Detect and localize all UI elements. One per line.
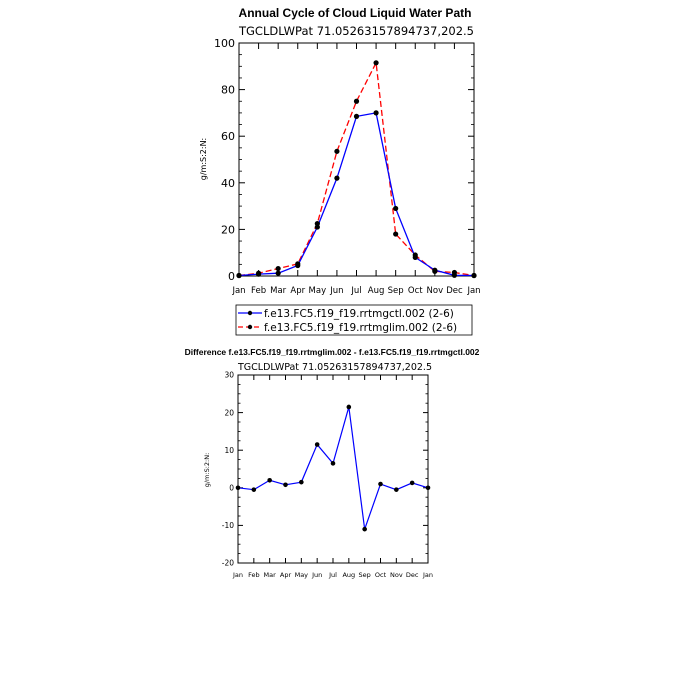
c2-series-0-point [235,485,241,491]
c2-xtick-label: Jun [311,571,322,579]
c1-series-0-point [295,262,301,269]
c1-series-0-point [353,113,360,119]
c2-xtick-label: Feb [248,571,260,579]
chart1-ylabel: g/m:S:2:N: [199,138,208,181]
c2-series-0-point [267,477,272,483]
c2-ytick-label: -20 [222,559,234,568]
c1-xtick-label: Jun [329,286,343,296]
c2-xtick-label: Aug [342,571,355,579]
c2-series-0-point [330,461,336,466]
c1-xtick-label: Jul [350,286,361,296]
c1-xtick-label: Nov [427,286,444,296]
c1-series-1-point [373,60,379,66]
c2-series-0-point [283,482,288,488]
c2-ytick-label: 20 [224,408,234,417]
c1-ytick-label: 0 [228,270,235,283]
c1-series-0-point [314,224,320,230]
c1-xtick-label: Jan [231,286,245,296]
chart2-ylabel: g/m:S:2:N: [203,453,211,488]
c2-series-0-point [299,479,304,485]
c2-series-0-point [346,404,352,410]
c1-series-1-point [334,148,340,154]
chart2-subtitle-left: TGCLDLWP [237,362,290,373]
c1-series-line-0 [238,112,475,277]
chart2-subtitle-right: at 71.05263157894737,202.5 [289,362,432,373]
c1-xtick-label: Feb [251,286,266,296]
c1-series-0-point [393,205,399,212]
c1-series-0-point [373,110,379,116]
c1-xtick-label: May [309,286,327,296]
legend-label-ctl: f.e13.FC5.f19_f19.rrtmgctl.002 (2-6) [264,308,454,320]
c1-xtick-label: Sep [388,286,404,296]
c1-series-0-point [236,272,242,279]
c1-series-0-point [471,272,477,279]
legend-label-lim: f.e13.FC5.f19_f19.rrtmglim.002 (2-6) [264,322,457,334]
c1-series-0-point [432,267,438,273]
c1-series-0-point [275,270,281,276]
chart2-frame [237,374,429,564]
c2-series-0-point [425,485,431,491]
c2-series-0-point [378,481,383,487]
c1-xtick-label: Mar [270,286,287,296]
chart1-legend: f.e13.FC5.f19_f19.rrtmgctl.002 (2-6) f.e… [235,304,473,336]
c2-xtick-label: Mar [264,571,277,579]
c2-ytick-label: -10 [222,521,234,530]
c1-xtick-label: Oct [408,286,423,296]
c1-series-1-point [353,98,360,104]
c1-series-1-point [275,265,281,272]
c1-ytick-label: 80 [221,84,235,97]
chart2-title: Difference f.e13.FC5.f19_f19.rrtmglim.00… [185,347,480,357]
c1-ytick-label: 100 [214,37,235,50]
c2-xtick-label: Sep [359,571,371,579]
c2-ytick-label: 0 [229,484,234,493]
c2-xtick-label: Oct [375,571,387,579]
c1-xtick-label: Apr [290,286,305,296]
c1-xtick-label: Dec [446,286,463,296]
c1-series-0-point [451,272,458,278]
chart-difference: Difference f.e13.FC5.f19_f19.rrtmglim.00… [185,347,480,579]
chart1-subtitle-left: TGCLDLWP [238,24,302,38]
c2-xtick-label: Nov [390,571,403,579]
c2-xtick-label: Jan [232,571,243,579]
chart-annual-cycle: Annual Cycle of Cloud Liquid Water Path … [199,6,481,336]
chart1-title: Annual Cycle of Cloud Liquid Water Path [239,6,472,20]
c1-series-1-point [393,231,399,237]
c2-xtick-label: Apr [280,571,292,579]
c2-series-0-point [251,487,257,492]
legend-marker-ctl [247,310,253,316]
c1-ytick-label: 40 [221,177,235,190]
c1-series-0-point [255,271,262,277]
c1-xtick-label: Jan [466,286,480,296]
c2-ytick-label: 10 [224,446,234,455]
c2-series-0-point [314,442,320,447]
legend-marker-lim [247,324,253,330]
c1-series-0-point [334,175,340,181]
c1-ytick-label: 20 [221,223,235,236]
c2-series-line-0 [237,406,429,530]
c2-series-0-point [362,526,367,532]
c2-ytick-label: 30 [224,371,234,380]
c1-xtick-label: Aug [368,286,385,296]
c2-xtick-label: Dec [406,571,419,579]
c1-series-line-1 [238,60,475,277]
chart1-subtitle-right: at 71.05263157894737,202.5 [301,24,474,38]
c2-series-0-point [394,487,399,492]
c2-series-0-point [409,480,415,486]
c1-series-0-point [412,254,418,260]
c2-xtick-label: Jul [328,571,337,579]
c2-xtick-label: May [295,571,309,579]
c1-ytick-label: 60 [221,130,235,143]
legend-box [235,304,473,336]
c2-xtick-label: Jan [422,571,433,579]
chart1-frame [238,42,475,277]
